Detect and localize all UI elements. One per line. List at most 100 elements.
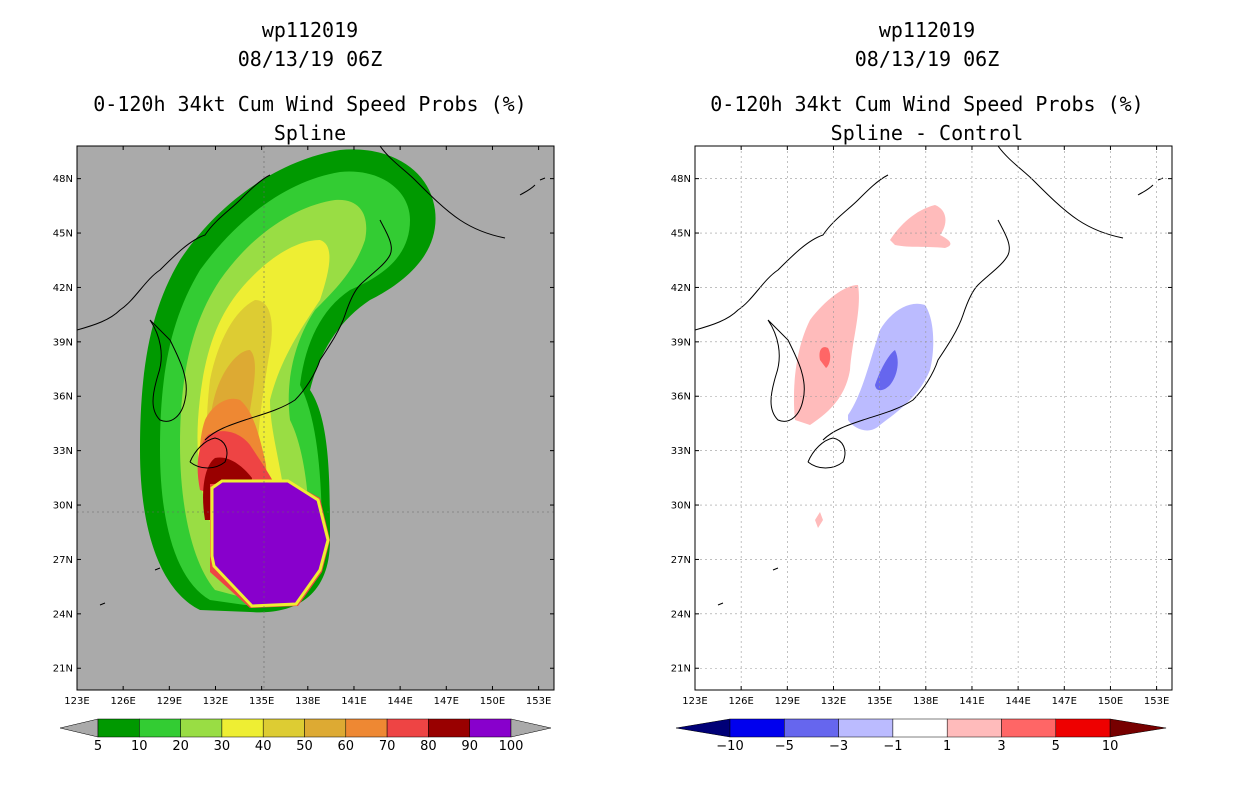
right-axis-ticks: 123E 126E 129E 132E 135E 138E 141E 144E 147E 150E… [671, 146, 1172, 707]
right-ytick-label: 39N [671, 337, 691, 348]
right-ytick-label: 33N [671, 446, 691, 457]
left-ytick-label: 30N [53, 501, 73, 512]
left-coast-russia [379, 146, 506, 239]
left-coast-islands [99, 177, 546, 606]
right-coast-russia [997, 146, 1124, 239]
right-coast-japan [807, 219, 1010, 469]
right-xtick-label: 135E [867, 696, 892, 707]
right-ytick-label: 30N [671, 501, 691, 512]
right-storm-id: wp112019 [878, 18, 976, 42]
left-colorbar-swatch [221, 718, 264, 738]
right-xtick-label: 129E [775, 696, 800, 707]
left-ytick-label: 21N [53, 664, 73, 675]
right-map-panel: 123E 126E 129E 132E 135E 138E 141E 144E 147E 150E… [671, 145, 1173, 707]
left-ytick-label: 33N [53, 446, 73, 457]
left-xtick-label: 144E [387, 696, 412, 707]
left-xtick-label: 123E [64, 696, 89, 707]
left-colorbar-label: 100 [499, 739, 524, 754]
right-ytick-label: 27N [671, 555, 691, 566]
left-probability-field [140, 149, 436, 613]
left-subtitle: Spline [273, 121, 347, 145]
left-map-panel: 123E 126E 129E 132E 135E 138E 141E 144E 147E 150E… [53, 145, 555, 707]
right-xtick-label: 126E [728, 696, 753, 707]
left-coast-asia [77, 174, 271, 331]
left-colorbar-swatch [469, 718, 512, 738]
right-colorbar-label: −3 [829, 739, 848, 754]
left-xtick-label: 129E [157, 696, 182, 707]
left-colorbar-label: 5 [94, 739, 102, 754]
diff-positive-west-core [819, 347, 831, 368]
left-colorbar-label: 70 [379, 739, 396, 754]
left-xtick-label: 126E [110, 696, 135, 707]
right-xtick-label: 150E [1098, 696, 1123, 707]
right-xtick-label: 147E [1052, 696, 1077, 707]
left-xtick-label: 135E [249, 696, 274, 707]
right-colorbar-under-triangle [675, 718, 731, 738]
left-plot-frame [76, 145, 555, 691]
left-colorbar-swatch [345, 718, 388, 738]
left-colorbar-swatch [262, 718, 305, 738]
left-colorbar-label: 90 [461, 739, 478, 754]
left-colorbar-label: 20 [172, 739, 189, 754]
right-colorbar-swatch [946, 718, 1002, 738]
right-ytick-label: 21N [671, 664, 691, 675]
left-ytick-label: 45N [53, 229, 73, 240]
left-ytick-label: 39N [53, 337, 73, 348]
right-xtick-label: 138E [913, 696, 938, 707]
left-axis-ticks: 123E 126E 129E 132E 135E 138E 141E 144E 147E 150E… [53, 146, 554, 707]
right-title: 0-120h 34kt Cum Wind Speed Probs (%) [710, 92, 1144, 116]
left-colorbar-over-triangle [510, 718, 552, 738]
diff-positive-north [890, 205, 951, 248]
left-colorbar-swatch [139, 718, 181, 738]
left-xtick-label: 132E [203, 696, 228, 707]
right-colorbar-label: 1 [943, 739, 951, 754]
right-coast-korea [767, 319, 805, 422]
left-title: 0-120h 34kt Cum Wind Speed Probs (%) [93, 92, 527, 116]
right-xtick-label: 132E [821, 696, 846, 707]
right-ytick-label: 36N [671, 392, 691, 403]
right-colorbar-swatch [838, 718, 894, 738]
left-colorbar-swatch [180, 718, 223, 738]
right-ytick-label: 24N [671, 609, 691, 620]
left-title-block: wp112019 08/13/19 06Z 0-120h 34kt Cum Wi… [90, 16, 530, 148]
right-colorbar-label: −5 [775, 739, 794, 754]
right-colorbar-swatch [1001, 718, 1057, 738]
right-colorbar: −10 −5 −3 −1 1 3 5 10 [675, 718, 1167, 754]
left-coast-japan [189, 219, 392, 469]
right-colorbar-label: −10 [716, 739, 743, 754]
right-colorbar-swatch [1055, 718, 1111, 738]
right-ytick-label: 48N [671, 174, 691, 185]
diff-positive-south [815, 512, 823, 528]
right-colorbar-label: 10 [1102, 739, 1119, 754]
left-colorbar-label: 80 [420, 739, 437, 754]
left-colorbar-swatch [386, 718, 429, 738]
right-xtick-label: 141E [959, 696, 984, 707]
left-ytick-label: 42N [53, 283, 73, 294]
right-title-block: wp112019 08/13/19 06Z 0-120h 34kt Cum Wi… [707, 16, 1147, 148]
right-xtick-label: 144E [1005, 696, 1030, 707]
left-coast-korea [149, 319, 187, 422]
right-coast-asia [695, 174, 889, 331]
left-colorbar-label: 10 [131, 739, 148, 754]
left-coastlines [77, 146, 546, 606]
left-xtick-label: 147E [434, 696, 459, 707]
diff-negative-core [875, 350, 898, 391]
left-xtick-label: 138E [295, 696, 320, 707]
right-difference-field [793, 205, 951, 528]
right-ytick-label: 45N [671, 229, 691, 240]
left-colorbar-label: 30 [214, 739, 231, 754]
left-colorbar-label: 50 [296, 739, 313, 754]
right-datetime: 08/13/19 06Z [854, 47, 1000, 71]
left-xtick-label: 141E [341, 696, 366, 707]
right-xtick-label: 153E [1144, 696, 1169, 707]
left-gridlines [77, 146, 554, 690]
right-coast-islands [717, 177, 1164, 606]
right-colorbar-label: 3 [997, 739, 1005, 754]
left-storm-id: wp112019 [261, 18, 359, 42]
left-datetime: 08/13/19 06Z [237, 47, 383, 71]
left-xtick-label: 150E [480, 696, 505, 707]
left-ytick-label: 24N [53, 609, 73, 620]
right-subtitle: Spline - Control [830, 121, 1024, 145]
left-ytick-label: 27N [53, 555, 73, 566]
left-xtick-label: 153E [526, 696, 551, 707]
